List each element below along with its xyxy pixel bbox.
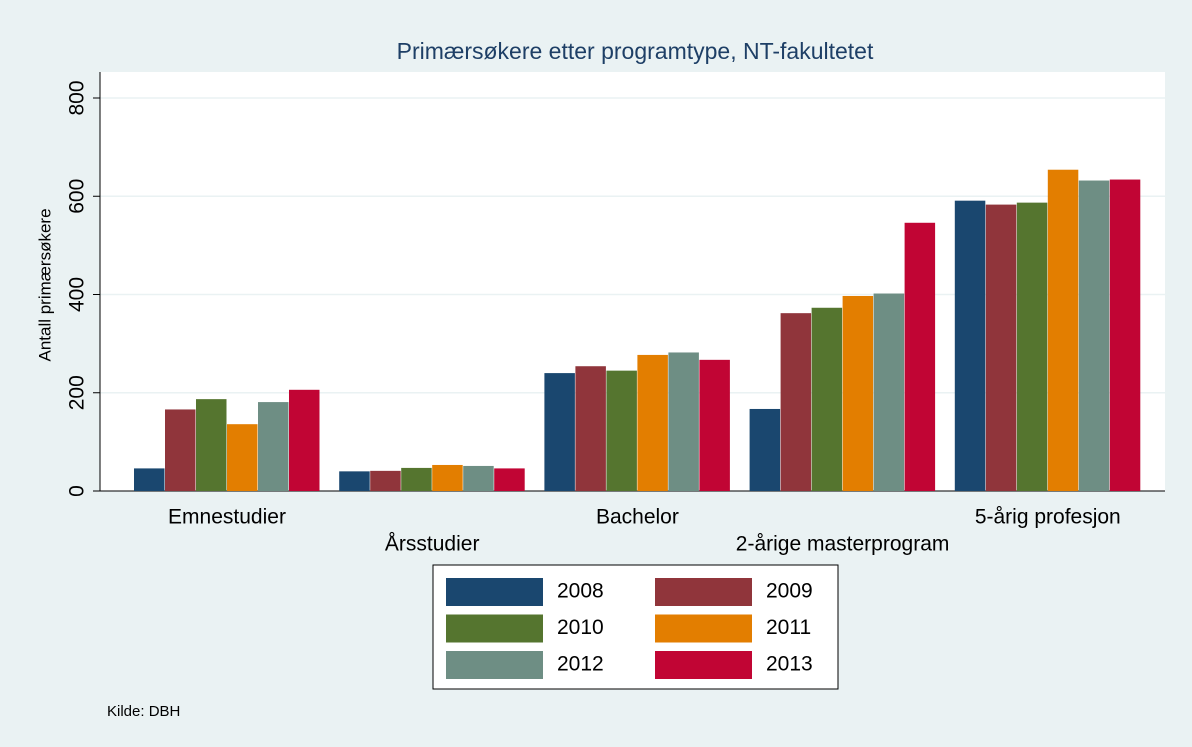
bar	[985, 204, 1017, 491]
bar	[1016, 202, 1048, 492]
bar	[699, 359, 730, 491]
x-tick-label: 5-årig profesjon	[975, 506, 1121, 529]
x-tick-label: Bachelor	[596, 506, 679, 529]
x-tick-label: 2-årige masterprogram	[736, 533, 950, 556]
bar	[606, 370, 637, 491]
legend-label: 2012	[557, 653, 604, 676]
legend-label: 2008	[557, 580, 604, 603]
legend-swatch	[655, 651, 752, 679]
y-tick-label: 600	[66, 179, 89, 214]
bar	[544, 373, 575, 491]
bar	[811, 307, 843, 491]
y-axis-label: Antall primærsøkere	[35, 208, 54, 361]
bar	[339, 471, 370, 491]
bar	[258, 402, 289, 491]
bar	[1109, 179, 1141, 492]
legend-label: 2013	[766, 653, 813, 676]
legend-label: 2009	[766, 580, 813, 603]
legend-swatch	[446, 614, 543, 643]
bar	[904, 222, 936, 491]
bar	[432, 464, 463, 491]
legend-swatch	[655, 578, 752, 606]
legend-label: 2010	[557, 616, 604, 639]
bar	[842, 295, 874, 491]
bar	[494, 468, 525, 491]
y-tick-label: 400	[66, 277, 89, 312]
x-tick-label: Emnestudier	[168, 506, 286, 529]
y-tick-label: 800	[66, 80, 89, 115]
bar	[370, 470, 401, 491]
bar	[134, 468, 165, 491]
y-tick-label: 200	[66, 375, 89, 410]
bar	[575, 366, 606, 491]
x-tick-label: Årsstudier	[385, 533, 480, 556]
source-note: Kilde: DBH	[107, 703, 180, 720]
bar	[1078, 180, 1110, 491]
legend-swatch	[655, 614, 752, 643]
legend-label: 2011	[766, 616, 811, 639]
y-tick-label: 0	[66, 485, 89, 497]
bar	[196, 399, 227, 491]
bar	[637, 354, 668, 491]
legend-swatch	[446, 578, 543, 606]
bar	[165, 409, 196, 491]
bar	[463, 465, 494, 491]
legend-swatch	[446, 651, 543, 679]
bar	[668, 352, 699, 491]
bar	[780, 313, 812, 491]
bar	[873, 293, 905, 491]
bar	[401, 467, 432, 491]
bar	[954, 200, 986, 491]
bar	[227, 424, 258, 491]
bar	[289, 389, 320, 491]
bar	[1047, 169, 1079, 491]
chart-title: Primærsøkere etter programtype, NT-fakul…	[397, 38, 874, 64]
bar	[749, 408, 781, 491]
